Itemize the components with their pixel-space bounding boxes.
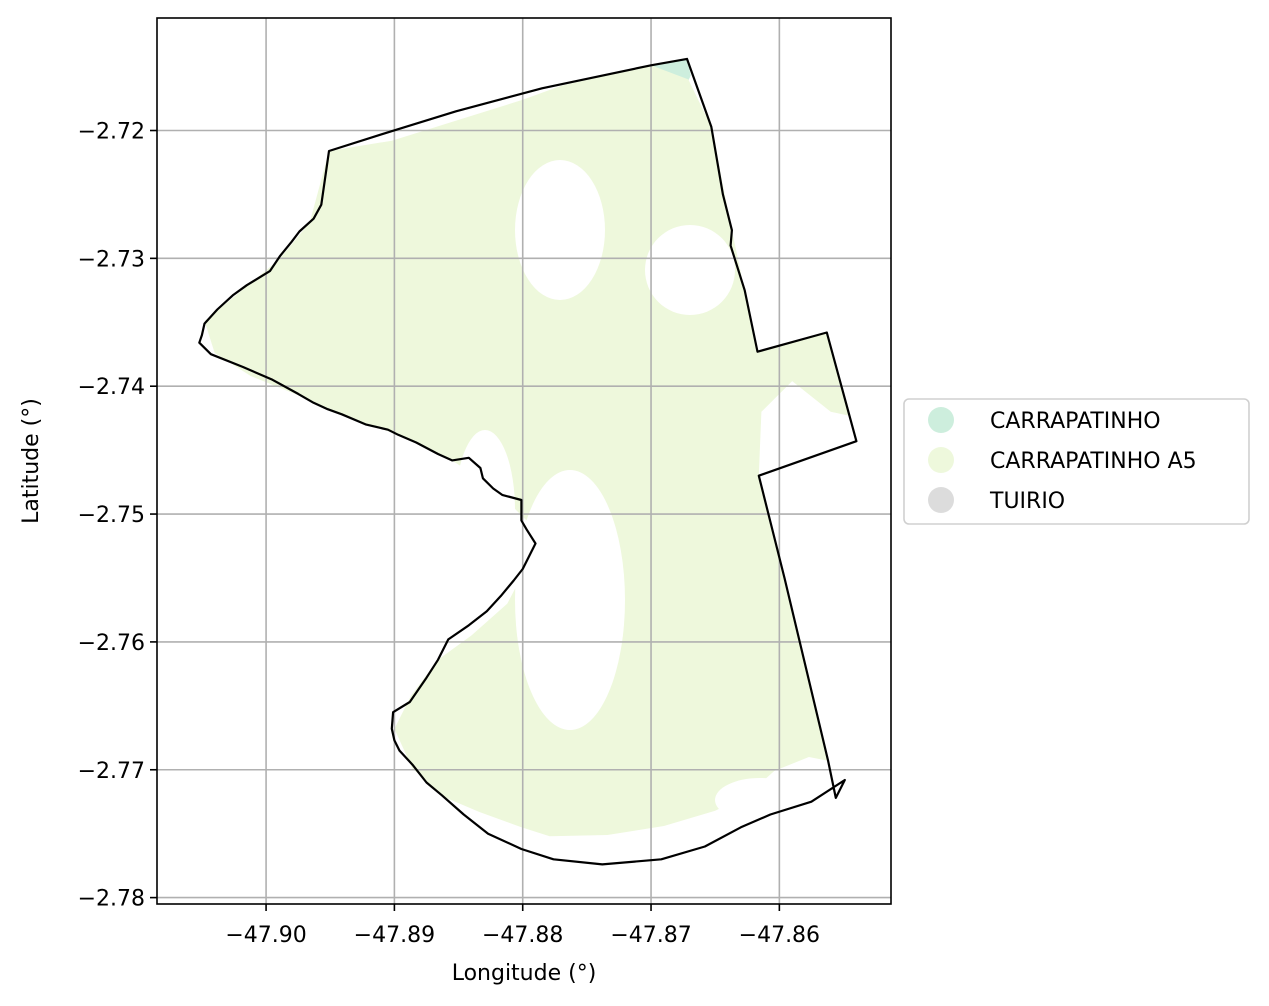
- legend: CARRAPATINHO CARRAPATINHO A5 TUIRIO: [903, 398, 1250, 525]
- uncovered-patch: [515, 470, 625, 730]
- legend-label: CARRAPATINHO A5: [990, 449, 1197, 474]
- legend-marker: [928, 447, 954, 473]
- x-tick-label: −47.86: [739, 923, 820, 948]
- y-axis-label: Latitude (°): [19, 398, 44, 524]
- y-tick-label: −2.76: [78, 631, 145, 656]
- x-tick-label: −47.89: [354, 923, 435, 948]
- uncovered-patch: [455, 430, 515, 590]
- x-tick-label: −47.88: [482, 923, 563, 948]
- y-tick-label: −2.75: [78, 503, 145, 528]
- x-tick-label: −47.90: [225, 923, 306, 948]
- legend-marker: [928, 487, 954, 513]
- legend-frame: [903, 398, 1250, 525]
- plot-frame: [156, 17, 892, 905]
- legend-marker: [928, 407, 954, 433]
- y-tick-label: −2.72: [78, 120, 145, 145]
- y-tick-label: −2.74: [78, 375, 145, 400]
- uncovered-patches: [455, 160, 805, 822]
- area-boundary: [198, 57, 858, 866]
- boundary-outline: [198, 57, 858, 866]
- legend-label: TUIRIO: [989, 489, 1065, 514]
- x-axis-label: Longitude (°): [452, 961, 597, 986]
- legend-label: CARRAPATINHO: [990, 409, 1161, 434]
- uncovered-patch: [645, 225, 735, 315]
- uncovered-patch: [515, 160, 605, 300]
- y-tick-label: −2.73: [78, 247, 145, 272]
- axis-ticks: −47.90 −47.89 −47.88 −47.87 −47.86 −2.72 −2.73…: [78, 120, 820, 948]
- uncovered-patch: [715, 778, 805, 822]
- x-tick-label: −47.87: [610, 923, 691, 948]
- y-tick-label: −2.78: [78, 887, 145, 912]
- y-tick-label: −2.77: [78, 759, 145, 784]
